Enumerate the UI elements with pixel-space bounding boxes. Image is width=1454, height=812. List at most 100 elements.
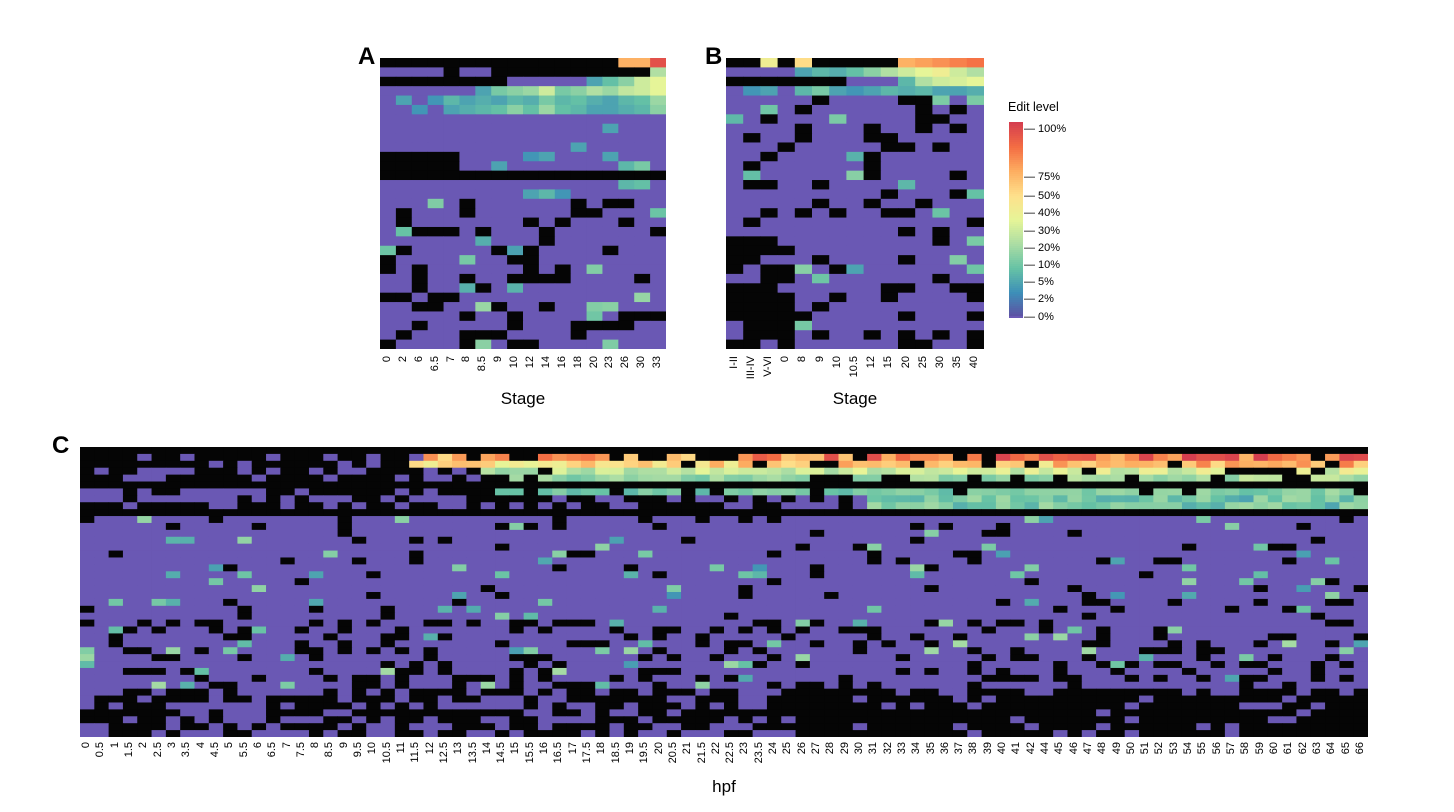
panel-c-cell [1224,502,1240,510]
panel-a-cell [618,58,635,68]
panel-c-cell [1010,564,1025,572]
panel-c-cell [1239,674,1254,683]
panel-c-cell [652,460,668,469]
panel-c-cell [1081,557,1097,565]
panel-c-cell [1224,605,1240,614]
panel-c-cell [752,474,768,482]
panel-c-cell [394,571,410,579]
panel-c-cell [1239,509,1254,517]
panel-b-cell [829,283,847,294]
panel-c-cell [165,557,181,565]
panel-c-cell [1196,467,1211,476]
panel-c-cell [1196,447,1211,455]
panel-c-cell [509,598,525,607]
panel-c-cell [1053,598,1068,607]
panel-c-cell [537,619,553,627]
panel-c-cell [1096,502,1111,510]
panel-a-cell [459,170,476,181]
panel-c-cell [795,557,811,565]
panel-c-cell [938,543,954,551]
panel-c-cell [867,667,882,676]
panel-c-cell [738,453,754,462]
panel-c-cell [852,474,868,482]
panel-c-cell [781,488,796,496]
panel-c-cell [709,481,725,489]
panel-c-cell [809,667,825,676]
panel-c-cell [895,688,911,696]
panel-c-cell [165,716,181,724]
panel-c-cell [1038,509,1054,517]
panel-c-cell [867,481,882,489]
panel-c-cell [94,536,110,545]
panel-c-cell [480,543,496,551]
panel-c-cell [895,564,911,572]
panel-c-cell [881,681,897,690]
panel-c-cell [351,695,367,703]
panel-c-cell [165,509,181,517]
panel-a-cell [475,283,492,294]
panel-c-cell [666,502,682,510]
panel-c-cell [1267,543,1283,551]
panel-c-cell [251,529,267,538]
panel-c-cell [638,502,653,510]
panel-b-cell [898,142,916,153]
panel-c-cell [308,633,324,641]
panel-c-cell [867,522,882,531]
panel-a-cell [538,245,556,256]
panel-c-cell [1124,688,1140,696]
panel-c-cell [552,522,567,531]
panel-c-cell [795,564,811,572]
panel-c-cell [452,509,467,517]
panel-b-cell [846,320,864,331]
panel-c-cell [681,674,696,683]
panel-c-cell [752,447,768,455]
panel-c-cell [738,509,754,517]
panel-c-cell [595,612,610,621]
panel-c-cell [867,592,882,600]
panel-c-cell [1110,619,1126,627]
panel-c-cell [1239,647,1254,655]
panel-c-cell [795,509,811,517]
panel-c-cell [1296,626,1312,634]
panel-c-cell [351,654,367,662]
panel-c-cell [724,598,739,607]
panel-c-cell [766,557,782,565]
panel-b-cell [794,58,813,68]
panel-c-cell [824,564,839,572]
panel-b-cell [932,245,950,256]
panel-b-cell [812,133,830,143]
panel-c-cell [838,460,854,469]
panel-a-cell [586,273,603,284]
panel-b-cell [726,264,744,275]
panel-c-cell [94,681,110,690]
panel-c-cell [724,516,739,524]
panel-a-cell [570,208,587,218]
panel-c-cell [180,688,195,696]
panel-c-cell [323,723,338,731]
panel-c-cell [609,688,625,696]
panel-c-cell [466,709,482,717]
panel-c-cell [1181,467,1197,476]
panel-c-cell [294,467,310,476]
panel-b-cell [966,95,984,106]
panel-c-cell [638,709,653,717]
panel-c-cell [452,688,467,696]
panel-b-cell [812,142,830,153]
panel-c-cell [1181,474,1197,482]
panel-c-cell [1339,605,1355,614]
panel-b-cell [949,226,968,237]
panel-a-cell [618,292,635,303]
panel-c-cell [108,695,124,703]
panel-c-cell [910,571,925,579]
legend-gradient-step [1009,132,1023,135]
panel-c-cell [323,667,338,676]
panel-a-cell [507,180,524,190]
panel-c-cell [967,474,982,482]
panel-c-cell [1239,709,1254,717]
panel-c-cell [437,522,453,531]
panel-c-cell [724,509,739,517]
panel-c-cell [1210,550,1226,558]
panel-c-cell [437,543,453,551]
panel-b-cell [726,151,744,162]
panel-c-cell [1224,598,1240,607]
